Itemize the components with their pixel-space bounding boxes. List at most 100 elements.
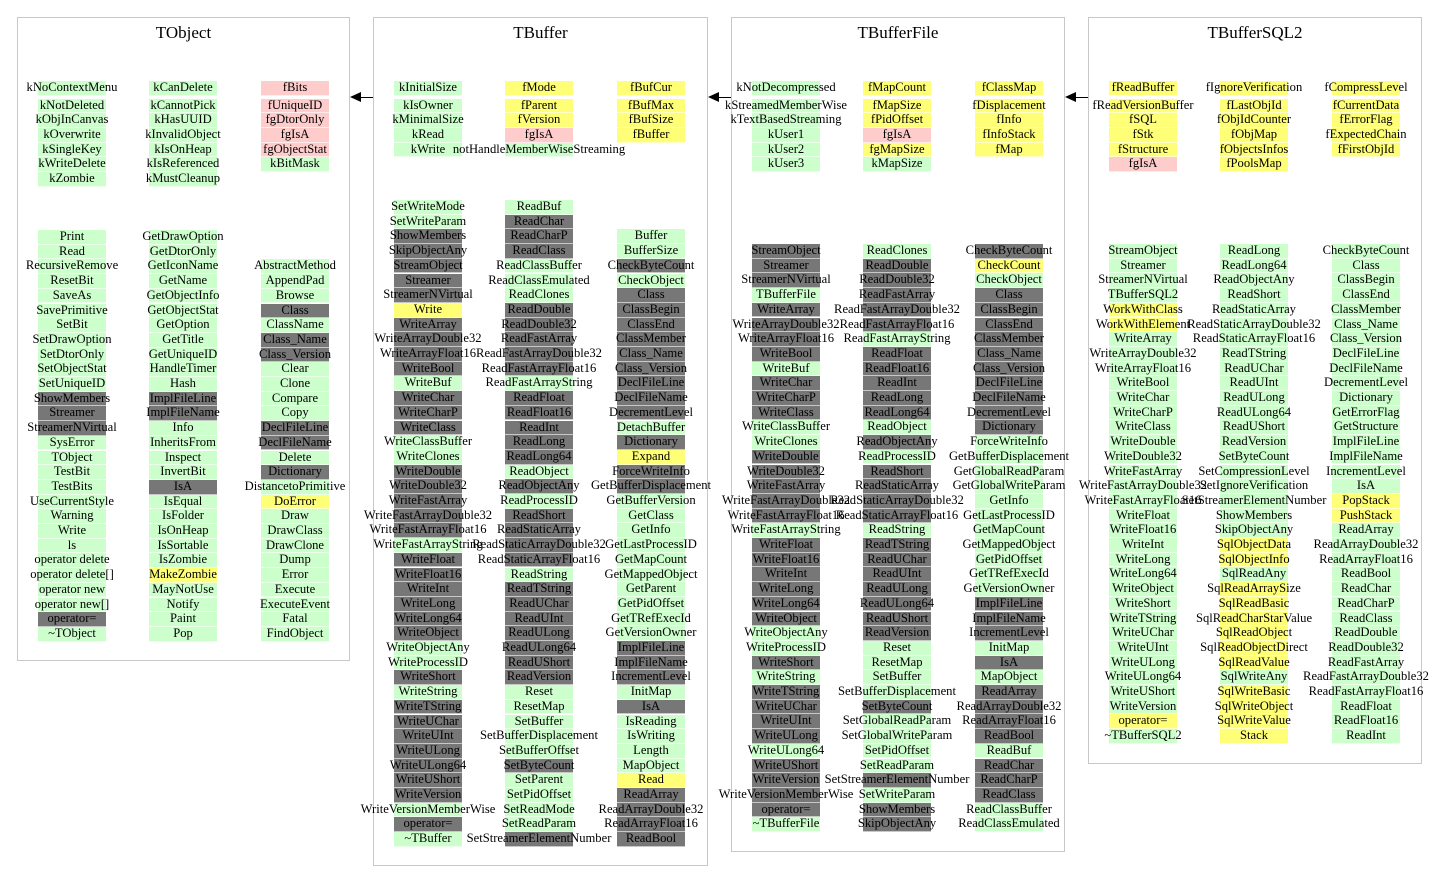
method-label: GetVersionOwner — [963, 581, 1055, 596]
method-label: WriteFastArrayDouble32 — [1078, 478, 1208, 493]
method: CheckByteCount — [1323, 243, 1409, 259]
method: WriteCharP — [394, 405, 462, 421]
method-label: InheritsFrom — [150, 434, 216, 449]
method: WriteArrayDouble32 — [1089, 346, 1197, 362]
method: ReadShort — [505, 508, 573, 524]
method: ReadVersion — [863, 625, 931, 641]
method: GetMapCount — [973, 522, 1045, 538]
method-label: ReadStaticArray — [855, 478, 939, 493]
method: ReadFastArray — [501, 331, 577, 347]
method-label: SetObjectStat — [37, 361, 107, 376]
method-label: WriteFloat — [400, 551, 456, 566]
method: ImplFileLine — [1332, 434, 1400, 450]
method-label: WriteVersion — [752, 772, 820, 787]
method: SetIgnoreVerification — [1200, 478, 1308, 494]
method: MakeZombie — [149, 567, 217, 583]
method: ReadStaticArrayDouble32 — [472, 537, 606, 553]
method-label: IncrementLevel — [969, 625, 1049, 640]
data-member: kMinimalSize — [392, 112, 464, 128]
method-label: GetDrawOption — [142, 229, 224, 243]
data-member-label: kSingleKey — [42, 141, 102, 156]
method: Streamer — [752, 258, 820, 274]
method-label: WriteChar — [759, 375, 813, 390]
method: ReadObjectAny — [856, 434, 938, 450]
method: ShowMembers — [859, 802, 935, 818]
method: SqlWriteAny — [1220, 669, 1288, 685]
method-label: SetCompressionLevel — [1198, 463, 1310, 478]
method: WriteVersion — [394, 787, 462, 803]
method-label: ReadUShort — [1222, 419, 1286, 434]
method-label: GetObjectStat — [147, 302, 219, 317]
method-label: ReadStaticArrayDouble32 — [830, 492, 964, 507]
method: ReadInt — [863, 375, 931, 391]
method: DeclFileLine — [1332, 346, 1400, 362]
method: WriteULong — [1109, 655, 1177, 671]
method-label: ReadUInt — [1229, 375, 1279, 390]
method-label: Pop — [173, 625, 193, 640]
method: ShowMembers — [1216, 508, 1292, 524]
method: IsFolder — [149, 508, 217, 524]
method-label: ReadULong64 — [501, 640, 577, 654]
method-label: Length — [633, 742, 669, 757]
method: StreamObject — [393, 258, 463, 274]
method: IsOnHeap — [149, 523, 217, 539]
method-label: SqlReadAny — [1221, 566, 1287, 581]
method: WriteChar — [752, 375, 820, 391]
method-label: SaveAs — [52, 287, 92, 302]
method: ReadLong — [505, 434, 573, 450]
method: WriteUInt — [1109, 640, 1177, 656]
method-label: ClassMember — [974, 331, 1044, 346]
method-label: WriteChar — [401, 390, 455, 405]
method-label: ReadProcessID — [858, 448, 936, 463]
method: ImplFileLine — [975, 596, 1043, 612]
method-label: SetReadParam — [501, 816, 577, 831]
method: WriteLong64 — [1109, 566, 1177, 583]
method: ReadChar — [1332, 581, 1400, 597]
method: ReadUShort — [1220, 419, 1288, 436]
data-member-label: fPidOffset — [870, 112, 924, 127]
method: ReadFloat — [863, 346, 931, 362]
method: GetName — [149, 273, 217, 289]
method-label: ReadLong — [870, 390, 924, 404]
method-label: ReadStaticArrayFloat16 — [835, 507, 959, 522]
method: WriteArrayFloat16 — [1095, 361, 1191, 377]
method-label: ResetMap — [871, 654, 923, 669]
data-member-label: fReadVersionBuffer — [1092, 97, 1194, 112]
method-label: ReadLong — [512, 434, 566, 449]
method-label: WriteClass — [758, 404, 814, 419]
method-label: ReadArrayFloat16 — [962, 713, 1056, 728]
method: SetStreamerElementNumber — [1182, 493, 1326, 509]
method: SetStreamerElementNumber — [467, 831, 611, 847]
method-label: GetMapCount — [614, 551, 688, 566]
method: ReadFastArrayDouble32 — [1303, 669, 1429, 685]
method-label: ReadDouble32 — [859, 272, 935, 287]
method: ReadCharP — [1332, 596, 1400, 612]
method-label: WriteInt — [1121, 537, 1165, 551]
method-label: SetReadMode — [503, 801, 575, 816]
method: ReadShort — [863, 464, 931, 480]
data-member: kNoContextMenu — [27, 80, 117, 96]
method-label: ReadString — [868, 522, 926, 537]
method: Error — [261, 567, 329, 583]
method-label: SqlWriteBasic — [1217, 684, 1291, 698]
method-label: SetWriteMode — [391, 199, 465, 213]
method-label: ReadClass — [982, 786, 1036, 801]
method-label: ReadUChar — [867, 551, 927, 566]
data-member-label: fStructure — [1117, 141, 1169, 156]
method: ReadChar — [505, 214, 573, 230]
method-label: ReadClass — [1339, 610, 1393, 625]
method-label: ImplFileName — [1329, 448, 1403, 463]
method: Warning — [38, 508, 106, 524]
method-label: GetBufferVersion — [606, 493, 696, 507]
method-label: Inspect — [164, 449, 202, 464]
method: GetStructure — [1332, 419, 1400, 436]
data-member: fObjIdCounter — [1217, 112, 1291, 128]
method: SetCompressionLevel — [1198, 464, 1310, 480]
data-member-label: kWrite — [410, 141, 446, 156]
method: ReadLong64 — [505, 449, 573, 465]
method: ReadInt — [505, 420, 573, 436]
method-label: SqlReadObject — [1215, 625, 1293, 640]
method-label: WriteClass — [400, 419, 456, 434]
method: IsSortable — [149, 538, 217, 554]
method: WriteShort — [1109, 596, 1177, 612]
